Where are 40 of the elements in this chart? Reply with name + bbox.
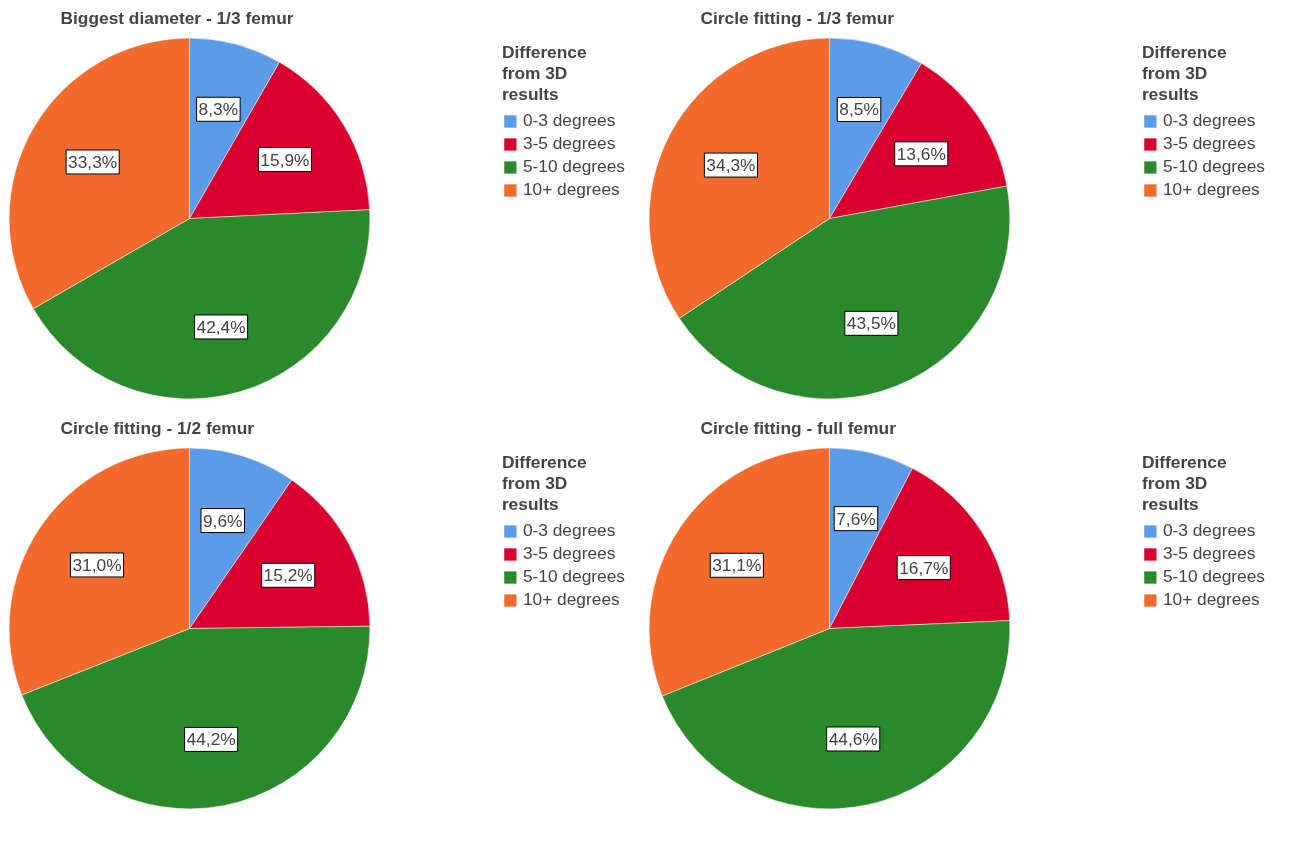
data-label: 33,3% <box>68 151 118 172</box>
data-label: 44,6% <box>828 728 878 749</box>
data-label: 44,2% <box>186 729 236 750</box>
legend-label: 0-3 degrees <box>522 520 616 541</box>
data-label: 31,0% <box>72 554 122 575</box>
data-label: 42,4% <box>196 316 246 337</box>
data-label: 34,3% <box>706 155 756 176</box>
data-label: 13,6% <box>896 143 946 164</box>
data-label: 31,1% <box>712 555 762 576</box>
legend-label: 10+ degrees <box>522 179 620 200</box>
legend-title: Difference from 3D results <box>1141 452 1228 515</box>
data-label: 15,2% <box>263 565 313 586</box>
data-label: 16,7% <box>899 557 949 578</box>
legend-label: 5-10 degrees <box>522 566 625 587</box>
legend-label: 0-3 degrees <box>1162 110 1256 131</box>
legend-title: Difference from 3D results <box>1141 42 1228 105</box>
data-label: 43,5% <box>846 313 896 334</box>
data-label: 9,6% <box>202 510 243 531</box>
legend-label: 3-5 degrees <box>522 133 616 154</box>
legend-label: 5-10 degrees <box>1162 156 1265 177</box>
chart-title: Circle fitting - 1/2 femur <box>60 417 255 438</box>
legend-label: 5-10 degrees <box>1162 566 1265 587</box>
legend-label: 3-5 degrees <box>522 543 616 564</box>
legend-label: 0-3 degrees <box>522 110 616 131</box>
data-label: 15,9% <box>260 149 310 170</box>
legend-label: 10+ degrees <box>1162 179 1260 200</box>
data-label: 7,6% <box>836 508 876 529</box>
legend-label: 5-10 degrees <box>522 156 625 177</box>
legend-label: 10+ degrees <box>1162 589 1260 610</box>
chart-title: Circle fitting - full femur <box>700 417 897 438</box>
legend-title: Difference from 3D results <box>501 42 588 105</box>
data-label: 8,5% <box>839 99 879 120</box>
legend-title: Difference from 3D results <box>501 452 588 515</box>
legend-label: 3-5 degrees <box>1162 543 1256 564</box>
legend-label: 10+ degrees <box>522 589 620 610</box>
chart-title: Circle fitting - 1/3 femur <box>700 7 895 28</box>
legend-label: 0-3 degrees <box>1162 520 1256 541</box>
data-label: 8,3% <box>198 99 239 120</box>
legend-label: 3-5 degrees <box>1162 133 1256 154</box>
chart-title: Biggest diameter - 1/3 femur <box>60 7 294 28</box>
